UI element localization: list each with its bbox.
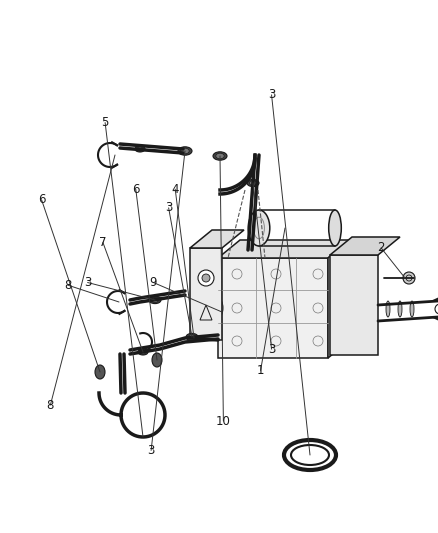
Polygon shape <box>218 240 350 258</box>
Polygon shape <box>218 258 328 358</box>
Ellipse shape <box>181 148 189 154</box>
Ellipse shape <box>152 353 162 367</box>
Text: 2: 2 <box>377 241 385 254</box>
Ellipse shape <box>186 334 198 341</box>
Ellipse shape <box>248 210 270 246</box>
Text: 4: 4 <box>171 183 179 196</box>
Ellipse shape <box>216 153 224 159</box>
Ellipse shape <box>188 335 196 340</box>
Ellipse shape <box>398 301 402 317</box>
Ellipse shape <box>213 298 223 318</box>
Text: 8: 8 <box>47 399 54 411</box>
Ellipse shape <box>152 297 159 302</box>
Ellipse shape <box>328 210 341 246</box>
Text: 10: 10 <box>216 415 231 427</box>
Circle shape <box>198 270 214 286</box>
Polygon shape <box>190 248 222 340</box>
Polygon shape <box>190 230 244 248</box>
Polygon shape <box>328 240 350 358</box>
Ellipse shape <box>410 301 414 317</box>
Text: 5: 5 <box>102 116 109 129</box>
Ellipse shape <box>138 349 148 355</box>
Text: 6: 6 <box>132 183 140 196</box>
Text: 3: 3 <box>84 276 91 289</box>
Text: 3: 3 <box>268 88 275 101</box>
Text: 6: 6 <box>38 193 46 206</box>
Text: 9: 9 <box>149 276 157 289</box>
Text: 7: 7 <box>99 236 107 249</box>
Text: 1: 1 <box>257 364 265 377</box>
Ellipse shape <box>247 180 259 187</box>
Text: 3: 3 <box>148 444 155 457</box>
Ellipse shape <box>95 365 105 379</box>
Ellipse shape <box>213 152 227 160</box>
Ellipse shape <box>178 147 192 155</box>
Ellipse shape <box>249 181 257 185</box>
Text: 3: 3 <box>268 343 275 356</box>
Polygon shape <box>330 255 378 355</box>
Ellipse shape <box>137 147 143 151</box>
Ellipse shape <box>135 146 145 152</box>
Polygon shape <box>330 237 400 255</box>
Ellipse shape <box>386 301 390 317</box>
Ellipse shape <box>140 350 146 354</box>
Circle shape <box>202 274 210 282</box>
Text: 3: 3 <box>165 201 172 214</box>
Circle shape <box>403 272 415 284</box>
Text: 8: 8 <box>64 279 71 292</box>
Ellipse shape <box>149 296 161 304</box>
